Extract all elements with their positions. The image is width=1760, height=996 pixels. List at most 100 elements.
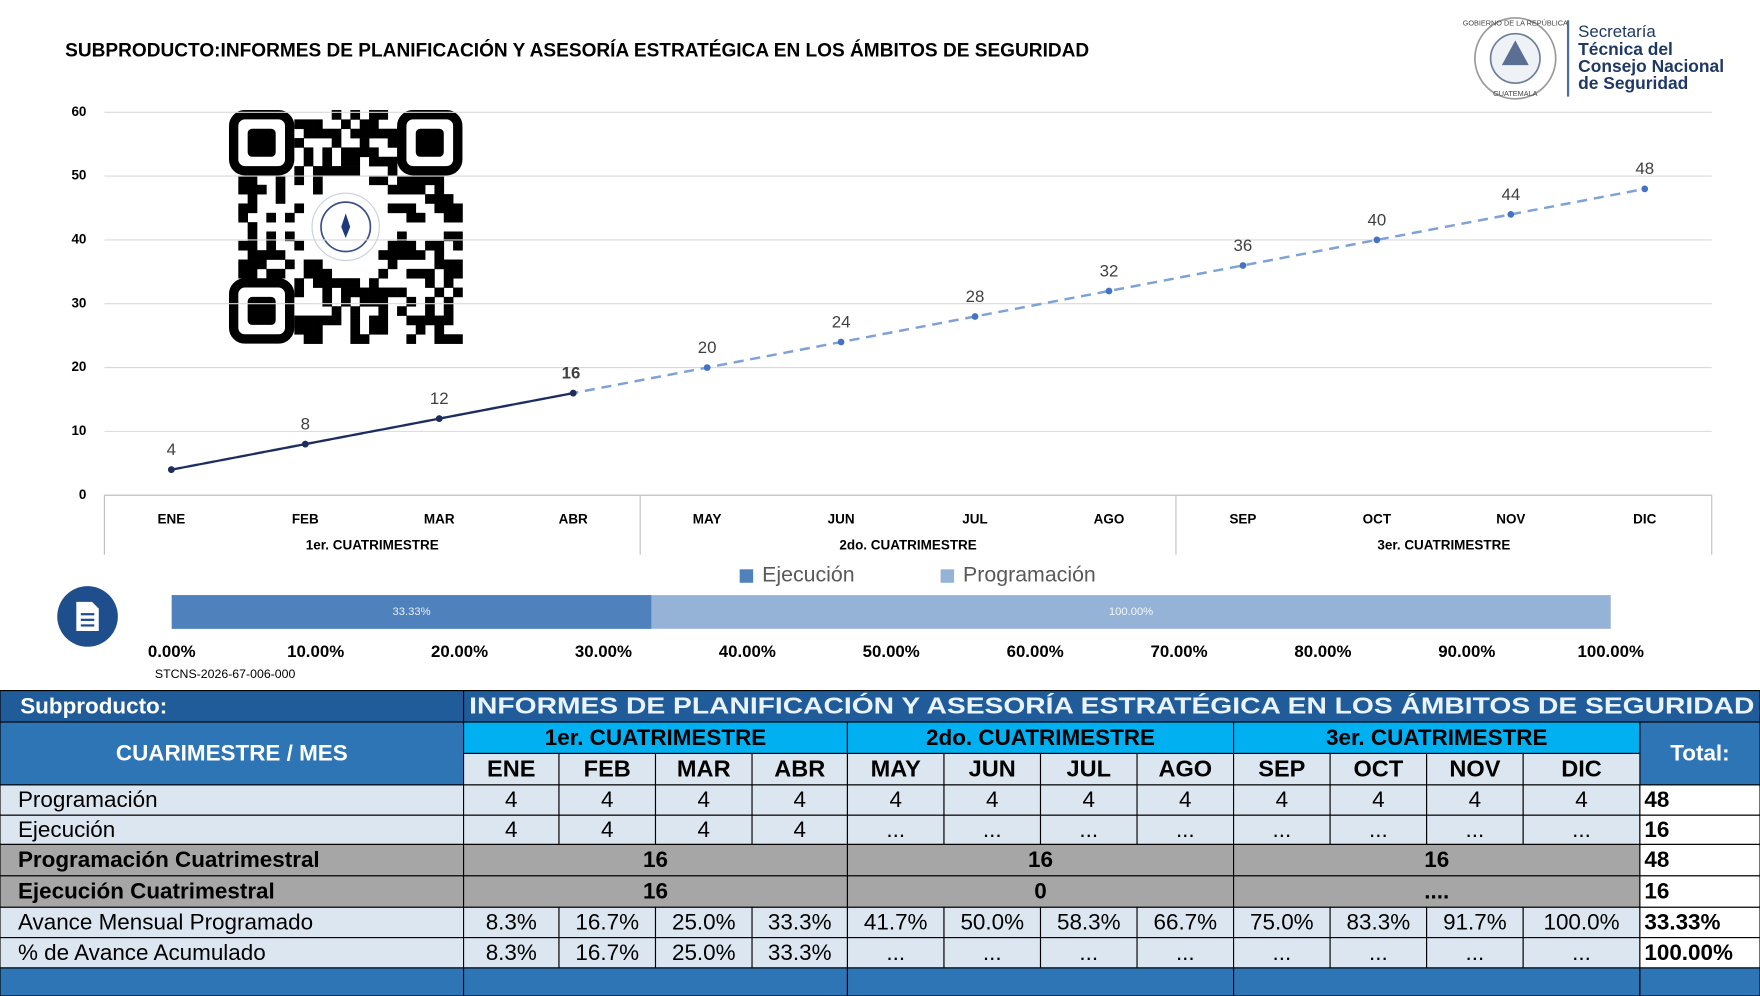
qr-module — [294, 324, 305, 335]
table-cell-bg — [558, 814, 657, 845]
table-cell: ... — [983, 817, 1002, 842]
data-point — [1105, 287, 1113, 295]
qr-module — [415, 175, 426, 186]
table-cell-bg — [654, 784, 753, 816]
qr-code — [228, 110, 463, 344]
data-point — [1507, 211, 1515, 218]
qr-module — [425, 315, 435, 326]
qr-module — [415, 212, 426, 223]
emblem-text: GUATEMALA — [1493, 89, 1538, 98]
data-point — [1641, 185, 1649, 193]
bar-value-label: 100.00% — [1109, 606, 1153, 618]
row-label-bg — [0, 937, 465, 969]
qr-module — [406, 315, 417, 326]
table-cell: 58.3% — [1057, 910, 1121, 935]
qr-module — [350, 147, 361, 158]
subproduct-label-bg — [0, 690, 465, 723]
y-tick-label: 10 — [71, 423, 86, 438]
qr-module — [350, 166, 361, 176]
total-cell: 16 — [1644, 817, 1669, 842]
group-label: 3er. CUATRIMESTRE — [1377, 537, 1510, 552]
qr-module — [387, 138, 398, 148]
x-tick-label: 0.00% — [148, 642, 196, 661]
table-cell-bg — [943, 937, 1042, 969]
qr-module — [415, 250, 426, 260]
qr-module — [294, 287, 305, 298]
data-point — [1239, 262, 1247, 269]
qr-module — [443, 194, 454, 204]
table-cell-bg — [943, 784, 1042, 816]
qr-module — [275, 184, 286, 195]
qr-module — [266, 231, 277, 242]
qr-finder — [397, 110, 463, 176]
table-cell: .... — [1424, 879, 1449, 904]
qr-module — [406, 175, 417, 186]
x-tick-label: AGO — [1094, 511, 1125, 526]
qr-module — [313, 128, 323, 139]
qr-module — [313, 278, 323, 288]
qr-module — [443, 203, 454, 214]
qr-module — [443, 334, 454, 344]
data-point — [435, 415, 443, 422]
qr-module — [331, 278, 342, 288]
qr-module — [397, 231, 407, 242]
qr-module — [350, 334, 361, 344]
qr-module — [359, 287, 370, 298]
y-tick-label: 0 — [79, 487, 86, 502]
x-tick-label: 50.00% — [863, 642, 920, 661]
qr-module — [453, 259, 463, 270]
month-header: NOV — [1449, 756, 1500, 782]
total-header: Total: — [1670, 741, 1729, 766]
table-cell-bg — [1522, 814, 1641, 845]
row-label: Avance Mensual Programado — [18, 910, 313, 935]
data-label: 36 — [1234, 236, 1253, 255]
qr-module — [443, 278, 454, 288]
qr-module — [303, 315, 314, 326]
table-cell: ... — [1272, 940, 1291, 965]
bar — [171, 595, 652, 629]
qr-module — [238, 259, 248, 270]
table-cell: 33.3% — [768, 910, 832, 935]
table-cell: 25.0% — [672, 940, 736, 965]
table-cell-bg — [1329, 937, 1428, 969]
qr-module — [322, 296, 333, 307]
x-tick-label: 100.00% — [1578, 642, 1644, 661]
month-header: MAR — [677, 756, 731, 782]
data-label: 12 — [430, 389, 449, 408]
qr-module — [434, 175, 445, 186]
table-cell-bg — [1329, 814, 1428, 845]
qr-module — [350, 278, 361, 288]
x-tick-label: MAY — [693, 511, 722, 526]
table-cell-bg — [751, 814, 849, 845]
logo-text: de Seguridad — [1578, 73, 1688, 93]
qr-module — [322, 268, 333, 279]
data-point — [837, 338, 845, 346]
qr-module — [303, 147, 314, 158]
table-cell: ... — [1572, 817, 1591, 842]
qr-module — [350, 156, 361, 167]
qr-module — [443, 259, 454, 270]
row-label: Programación — [18, 787, 158, 812]
x-tick-label: 90.00% — [1438, 642, 1495, 661]
qr-module — [443, 231, 454, 242]
qr-module — [247, 222, 258, 232]
qr-module — [378, 268, 389, 279]
table-cell: 4 — [698, 787, 710, 812]
qr-module — [303, 268, 314, 279]
x-tick-label: 60.00% — [1007, 642, 1064, 661]
x-tick-label: ABR — [559, 511, 588, 526]
table-cell: ... — [1272, 817, 1291, 842]
qr-module — [350, 306, 361, 316]
qr-module — [247, 175, 258, 186]
qr-module — [369, 128, 379, 139]
qr-module — [313, 324, 323, 335]
table-cell-bg — [463, 937, 560, 969]
table-cell: 75.0% — [1250, 910, 1314, 935]
row-label: % de Avance Acumulado — [18, 940, 266, 965]
qr-module — [247, 194, 258, 204]
qr-module — [443, 212, 454, 223]
month-header: DIC — [1561, 756, 1602, 782]
qr-finder — [247, 128, 276, 157]
icon-doc — [76, 601, 99, 632]
qr-module — [322, 156, 333, 167]
